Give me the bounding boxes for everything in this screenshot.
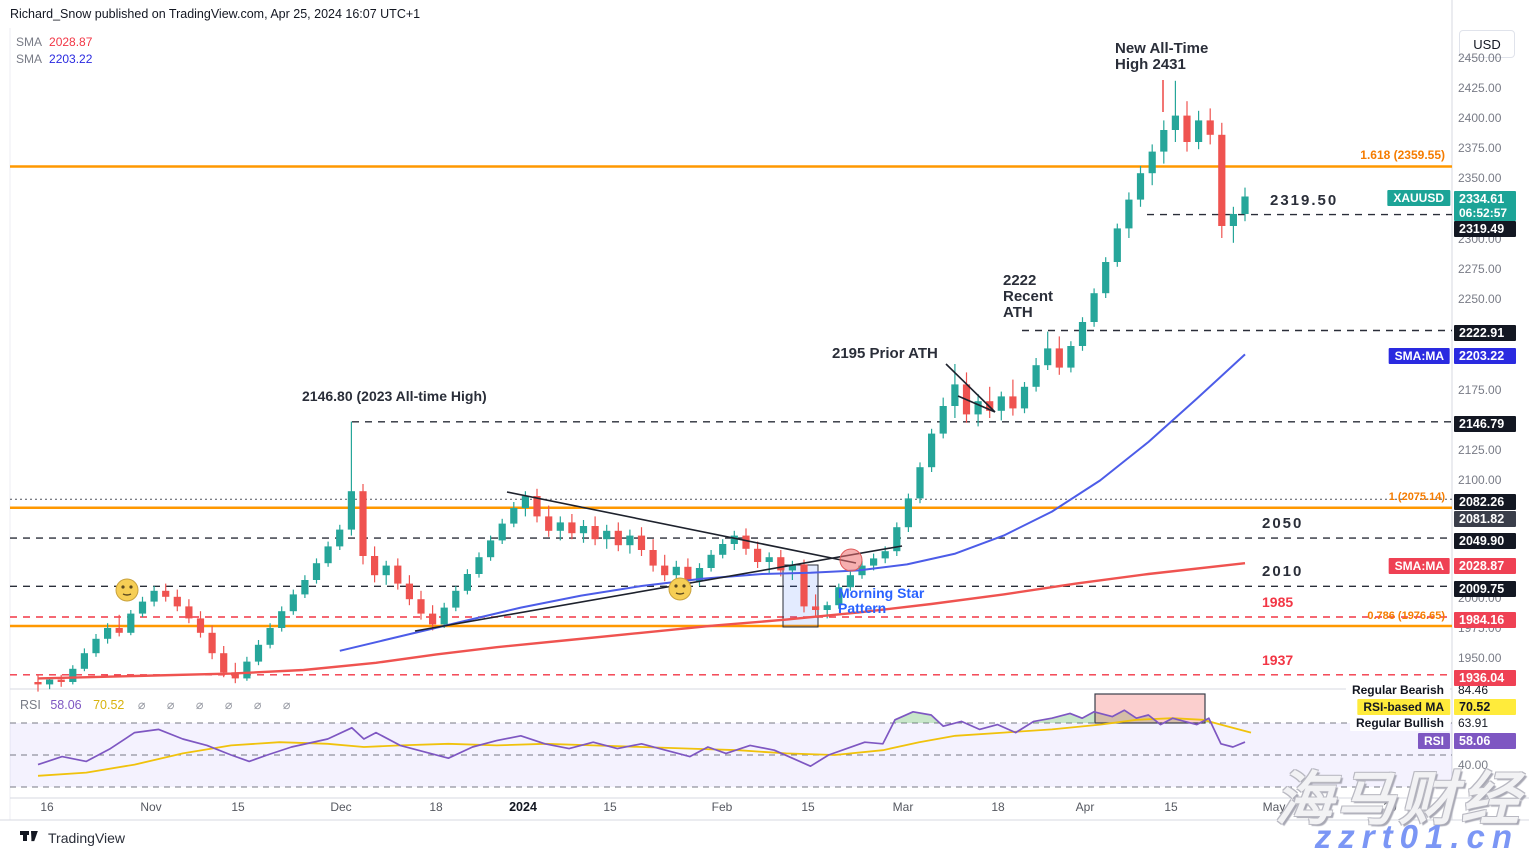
annotation-2319-50: 2319.50 bbox=[1270, 192, 1339, 209]
watermark-cjk: 海马财经 bbox=[1274, 767, 1523, 832]
sma2-value: 2203.22 bbox=[49, 52, 93, 66]
time-axis-tick: May bbox=[1262, 800, 1286, 814]
sma-legend-row-1: SMA 2028.87 bbox=[16, 34, 92, 51]
price-axis-tick: 2400.00 bbox=[1458, 111, 1502, 125]
annotation-2050: 2050 bbox=[1262, 515, 1304, 532]
price-label-2222.91: 2222.91 bbox=[1454, 325, 1516, 341]
rsi-legend[interactable]: RSI 58.06 70.52 ⌀ ⌀ ⌀ ⌀ ⌀ ⌀ bbox=[20, 697, 299, 712]
price-axis-tick: 63.91 bbox=[1458, 716, 1489, 730]
annotation-1-2075-14-: 1 (2075.14) bbox=[1388, 491, 1445, 503]
price-axis-tick: 2125.00 bbox=[1458, 443, 1502, 457]
time-axis-tick: Nov bbox=[140, 800, 162, 814]
rsi-value: 58.06 bbox=[50, 698, 82, 712]
time-axis-tick: 20 bbox=[1383, 800, 1397, 814]
series-label-rsi-based-ma: RSI-based MA bbox=[1357, 699, 1450, 715]
price-axis-tick: 2350.00 bbox=[1458, 171, 1502, 185]
annotation-1-618-2359-55-: 1.618 (2359.55) bbox=[1360, 148, 1445, 162]
time-axis-tick: 15 bbox=[1164, 800, 1178, 814]
tradingview-brand[interactable]: TradingView bbox=[20, 830, 125, 846]
price-label-2009.75: 2009.75 bbox=[1454, 581, 1516, 597]
time-axis-tick: 15 bbox=[603, 800, 617, 814]
annotation-new-all-time: New All-Time High 2431 bbox=[1115, 40, 1209, 73]
time-axis-tick: Dec bbox=[330, 800, 352, 814]
sma1-label: SMA bbox=[16, 35, 43, 49]
annotation-2146-80-2023-all-time-high-: 2146.80 (2023 All-time High) bbox=[302, 388, 487, 404]
sma1-value: 2028.87 bbox=[49, 35, 93, 49]
price-label-2082.26: 2082.26 bbox=[1454, 494, 1516, 510]
series-label-rsi: RSI bbox=[1417, 733, 1450, 749]
series-label-regular-bullish: Regular Bullish bbox=[1349, 715, 1450, 731]
price-label-58.06: 58.06 bbox=[1454, 733, 1516, 749]
annotation-2222: 2222 Recent ATH bbox=[1003, 272, 1054, 321]
indicator-legend[interactable]: SMA 2028.87 SMA 2203.22 bbox=[16, 34, 92, 68]
time-axis-tick: Mar bbox=[892, 800, 914, 814]
time-axis-tick: 16 bbox=[40, 800, 54, 814]
rsi-ma-value: 70.52 bbox=[93, 698, 125, 712]
time-axis-tick: 2024 bbox=[509, 800, 537, 814]
sma2-label: SMA bbox=[16, 52, 43, 66]
time-axis-tick: Feb bbox=[711, 800, 733, 814]
price-axis-tick: 2250.00 bbox=[1458, 292, 1502, 306]
price-label-2146.79: 2146.79 bbox=[1454, 416, 1516, 432]
annotation-2010: 2010 bbox=[1262, 563, 1304, 580]
annotation-0-786-1976-65-: 0.786 (1976.65) bbox=[1367, 610, 1445, 622]
time-axis-tick: 15 bbox=[801, 800, 815, 814]
series-label-xauusd: XAUUSD bbox=[1387, 190, 1450, 206]
series-label-sma-ma: SMA:MA bbox=[1388, 348, 1450, 364]
countdown-timer: 06:52:57 bbox=[1459, 206, 1508, 220]
price-axis-tick: 84.46 bbox=[1458, 683, 1489, 697]
price-axis-tick: 2450.00 bbox=[1458, 51, 1502, 65]
annotation-1985: 1985 bbox=[1262, 594, 1294, 610]
time-axis-tick: 18 bbox=[429, 800, 443, 814]
price-label-2319.49: 2319.49 bbox=[1454, 221, 1516, 237]
rsi-label: RSI bbox=[20, 698, 41, 712]
price-axis-tick: 2375.00 bbox=[1458, 141, 1502, 155]
watermark-url: zzrt01.cn bbox=[1314, 818, 1519, 855]
price-label-2028.87: 2028.87 bbox=[1454, 558, 1516, 574]
tradingview-logo-icon bbox=[20, 831, 38, 842]
price-axis-tick: 1950.00 bbox=[1458, 651, 1502, 665]
sma-legend-row-2: SMA 2203.22 bbox=[16, 51, 92, 68]
price-label-2203.22: 2203.22 bbox=[1454, 348, 1516, 364]
brand-text: TradingView bbox=[48, 830, 126, 846]
price-label-1984.16: 1984.16 bbox=[1454, 612, 1516, 628]
price-label-1936.04: 1936.04 bbox=[1454, 670, 1516, 686]
annotation-2195-prior-ath: 2195 Prior ATH bbox=[832, 345, 938, 362]
series-label-regular-bearish: Regular Bearish bbox=[1345, 682, 1450, 698]
price-label-70.52: 70.52 bbox=[1454, 699, 1516, 715]
price-axis-tick: 2275.00 bbox=[1458, 262, 1502, 276]
price-axis-tick: 2425.00 bbox=[1458, 81, 1502, 95]
series-label-sma-ma: SMA:MA bbox=[1388, 558, 1450, 574]
annotation-morning-star: Morning Star Pattern bbox=[838, 585, 925, 616]
time-axis-tick: 18 bbox=[991, 800, 1005, 814]
time-axis-tick: Apr bbox=[1075, 800, 1095, 814]
currency-button[interactable]: USD bbox=[1459, 30, 1515, 58]
price-label-2081.82: 2081.82 bbox=[1454, 511, 1516, 527]
price-label-2334.61: 2334.61 06:52:57 bbox=[1454, 191, 1516, 221]
price-label-2049.90: 2049.90 bbox=[1454, 533, 1516, 549]
price-axis-tick: 2100.00 bbox=[1458, 473, 1502, 487]
published-line: Richard_Snow published on TradingView.co… bbox=[10, 7, 421, 21]
rsi-empty-markers: ⌀ ⌀ ⌀ ⌀ ⌀ ⌀ bbox=[137, 698, 300, 712]
annotation-1937: 1937 bbox=[1262, 652, 1294, 668]
price-axis-tick: 40.00 bbox=[1458, 758, 1489, 772]
price-axis-tick: 2175.00 bbox=[1458, 383, 1502, 397]
time-axis-tick: 15 bbox=[231, 800, 245, 814]
